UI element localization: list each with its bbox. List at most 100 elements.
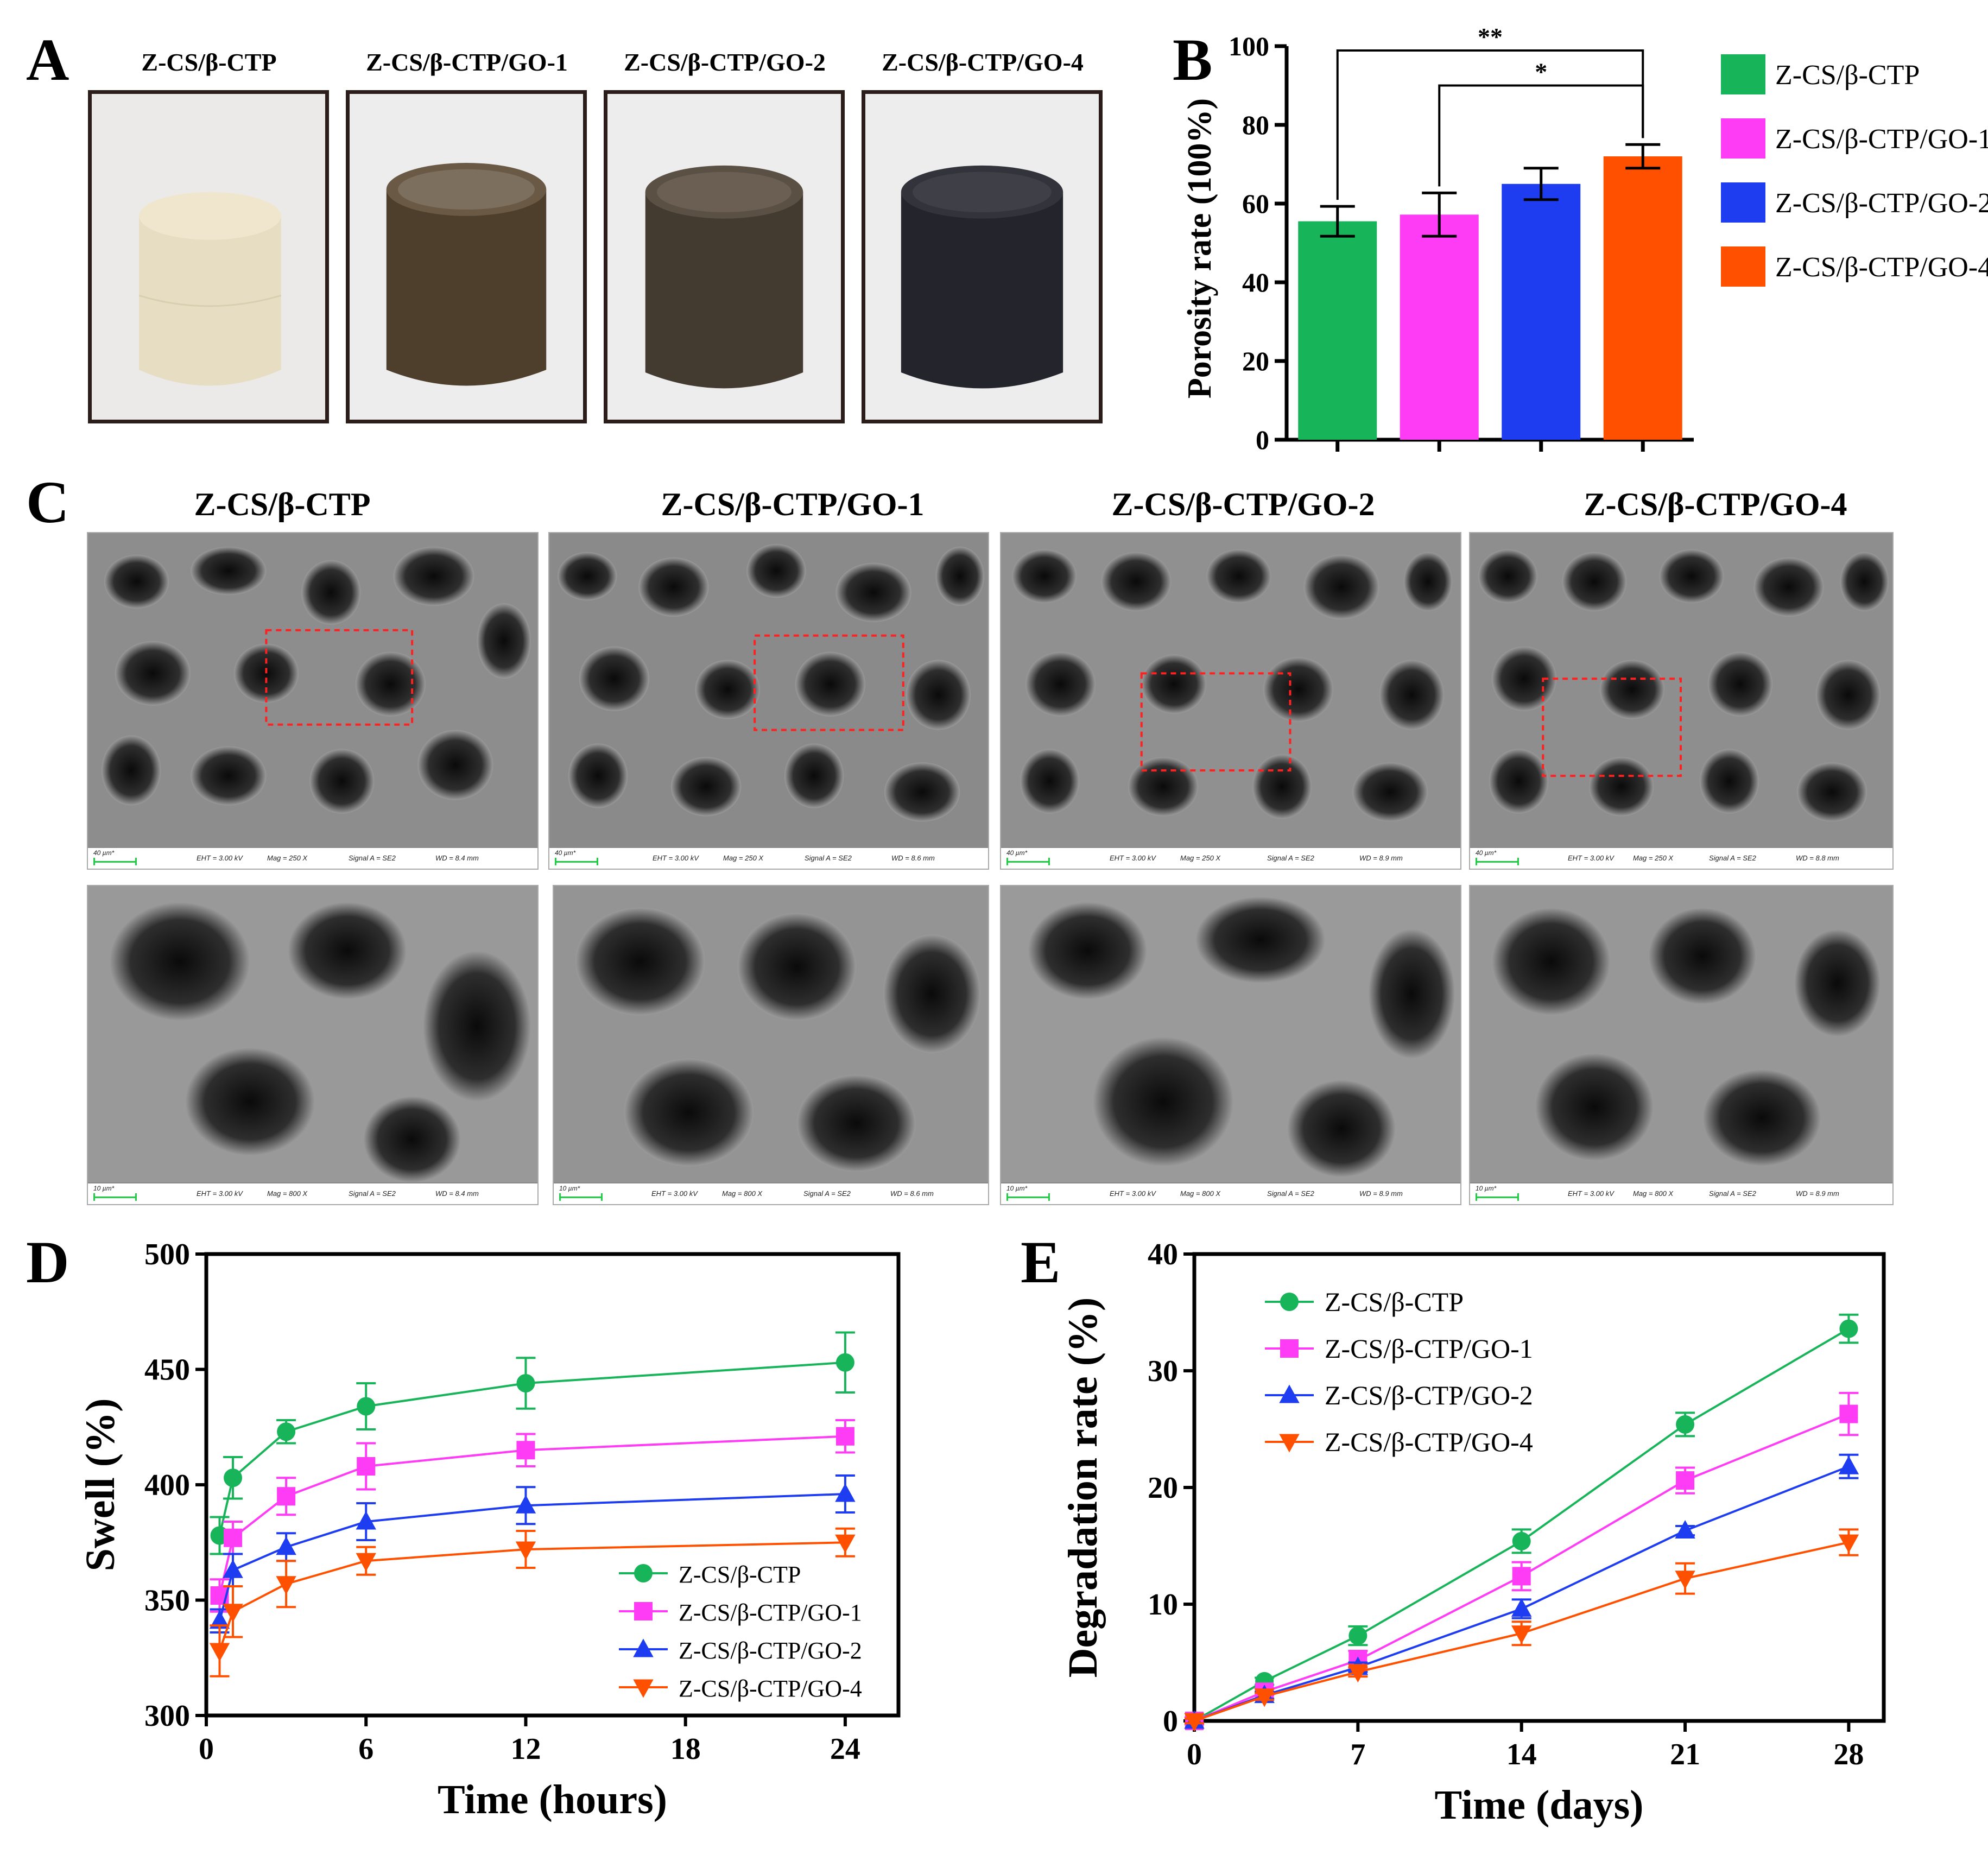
y-tick-label: 400: [144, 1468, 190, 1502]
panel-label-e: E: [1021, 1229, 1061, 1295]
legend-marker: [633, 1679, 654, 1698]
y-axis-title: Swell (%): [78, 1398, 123, 1572]
legend-label: Z-CS/β-CTP: [679, 1561, 801, 1588]
plot-frame: [1192, 1252, 1886, 1723]
legend-label: Z-CS/β-CTP/GO-2: [1775, 188, 1988, 219]
data-point: [1675, 1571, 1695, 1590]
legend-label: Z-CS/β-CTP/GO-4: [1775, 252, 1988, 283]
sem-image-bottom-2: 10 µm* EHT = 3.00 kV Mag = 800 X Signal …: [553, 885, 989, 1205]
y-axis-title: Porosity rate (100%): [1181, 98, 1218, 398]
legend-swatch: [1721, 182, 1765, 223]
x-tick-label: 7: [1350, 1738, 1365, 1771]
degradation-line-chart: 0 10 20 30 40 0 7 14 21 28 Time (days) Degradation …: [1060, 1238, 1886, 1828]
significance-label: *: [1535, 58, 1547, 86]
scaffold-photo-3: [604, 90, 845, 423]
y-axis-title: Degradation rate (%): [1060, 1297, 1106, 1678]
y-tick-label: 80: [1242, 110, 1269, 140]
series-line: [218, 1361, 846, 1536]
data-point: [835, 1427, 854, 1446]
legend-marker: [1280, 1293, 1299, 1311]
y-tick-label: 60: [1242, 188, 1269, 219]
legend-label: Z-CS/β-CTP/GO-1: [1325, 1333, 1533, 1364]
legend-marker: [1280, 1339, 1299, 1358]
data-point: [209, 1643, 230, 1662]
scale-label: 40 µm*: [1006, 849, 1028, 857]
legend-label: Z-CS/β-CTP/GO-2: [679, 1637, 862, 1664]
panel-label-a: A: [26, 27, 69, 93]
legend-swatch: [1721, 118, 1765, 159]
data-point: [1838, 1455, 1859, 1474]
x-tick-label: 12: [510, 1732, 541, 1766]
sem-image-top-4: 40 µm* EHT = 3.00 kV Mag = 250 X Signal …: [1469, 532, 1894, 870]
legend-swatch: [1721, 54, 1765, 94]
scale-label: 10 µm*: [1476, 1185, 1497, 1192]
sem-image-top-3: 40 µm* EHT = 3.00 kV Mag = 250 X Signal …: [1000, 532, 1461, 870]
data-point: [835, 1483, 856, 1502]
data-point: [1511, 1598, 1532, 1617]
data-point: [1839, 1319, 1858, 1338]
data-point: [356, 1553, 376, 1572]
legend-label: Z-CS/β-CTP/GO-4: [1325, 1427, 1533, 1457]
photo-label-4: Z-CS/β-CTP/GO-4: [882, 48, 1084, 76]
data-point: [276, 1536, 296, 1555]
data-point: [223, 1604, 243, 1623]
data-point: [277, 1422, 296, 1441]
sem-image-top-1: 40 µm* EHT = 3.00 kV Mag = 250 X Signal …: [87, 532, 539, 870]
scaffold-photo-1: [88, 90, 329, 423]
data-point: [516, 1441, 535, 1460]
data-point: [1347, 1664, 1369, 1683]
data-point: [1512, 1531, 1531, 1550]
data-point: [1676, 1471, 1695, 1490]
scale-label: 40 µm*: [93, 849, 115, 857]
swell-line-chart: 300 350 400 450 500 0 6 12 18 24 Time (hours) Swell…: [78, 1238, 901, 1822]
x-tick-label: 28: [1833, 1738, 1864, 1771]
series-line: [1194, 1541, 1849, 1722]
scale-label: 10 µm*: [559, 1185, 580, 1192]
data-point: [516, 1374, 535, 1392]
data-point: [1348, 1626, 1367, 1645]
y-tick-label: 500: [144, 1238, 190, 1271]
y-tick-label: 10: [1148, 1588, 1178, 1622]
photo-label-1: Z-CS/β-CTP: [141, 48, 277, 76]
x-tick-label: 21: [1670, 1738, 1700, 1771]
x-tick-label: 6: [358, 1732, 373, 1766]
data-point: [1839, 1404, 1858, 1423]
legend-label: Z-CS/β-CTP/GO-1: [679, 1599, 862, 1626]
data-point: [835, 1534, 856, 1553]
data-point: [515, 1541, 536, 1560]
data-point: [1838, 1534, 1859, 1553]
data-point: [1676, 1415, 1695, 1434]
legend-marker: [1279, 1434, 1300, 1453]
series-line: [1194, 1327, 1850, 1722]
sem-image-bottom-3: 10 µm* EHT = 3.00 kV Mag = 800 X Signal …: [1000, 885, 1461, 1205]
legend-label: Z-CS/β-CTP: [1325, 1287, 1464, 1317]
scale-label: 10 µm*: [1006, 1185, 1028, 1192]
sem-image-bottom-4: 10 µm* EHT = 3.00 kV Mag = 800 X Signal …: [1469, 885, 1894, 1205]
legend-marker: [634, 1602, 653, 1620]
y-tick-label: 350: [144, 1584, 190, 1618]
scaffold-photo-4: [862, 90, 1103, 423]
data-point: [515, 1495, 536, 1514]
panel-label-b: B: [1173, 27, 1213, 93]
sem-label-4: Z-CS/β-CTP/GO-4: [1584, 486, 1847, 522]
y-tick-label: 40: [1242, 267, 1269, 297]
x-tick-label: 0: [199, 1732, 214, 1766]
bar: [1400, 214, 1479, 440]
y-tick-label: 20: [1148, 1471, 1178, 1505]
data-point: [209, 1610, 230, 1629]
significance-bracket: [1438, 84, 1644, 187]
legend-label: Z-CS/β-CTP/GO-2: [1325, 1380, 1533, 1410]
y-tick-label: 0: [1256, 425, 1269, 455]
data-point: [357, 1457, 376, 1476]
sem-image-top-2: 40 µm* EHT = 3.00 kV Mag = 250 X Signal …: [548, 532, 989, 870]
x-tick-label: 24: [830, 1732, 860, 1766]
y-tick-label: 0: [1163, 1705, 1178, 1738]
series-line: [1194, 1413, 1850, 1722]
data-point: [1254, 1688, 1275, 1707]
sem-label-1: Z-CS/β-CTP: [194, 486, 371, 522]
photo-label-3: Z-CS/β-CTP/GO-2: [624, 48, 826, 76]
x-tick-label: 0: [1187, 1738, 1202, 1771]
legend-swatch: [1721, 246, 1765, 287]
photo-label-2: Z-CS/β-CTP/GO-1: [366, 48, 568, 76]
legend-marker: [1279, 1384, 1300, 1403]
